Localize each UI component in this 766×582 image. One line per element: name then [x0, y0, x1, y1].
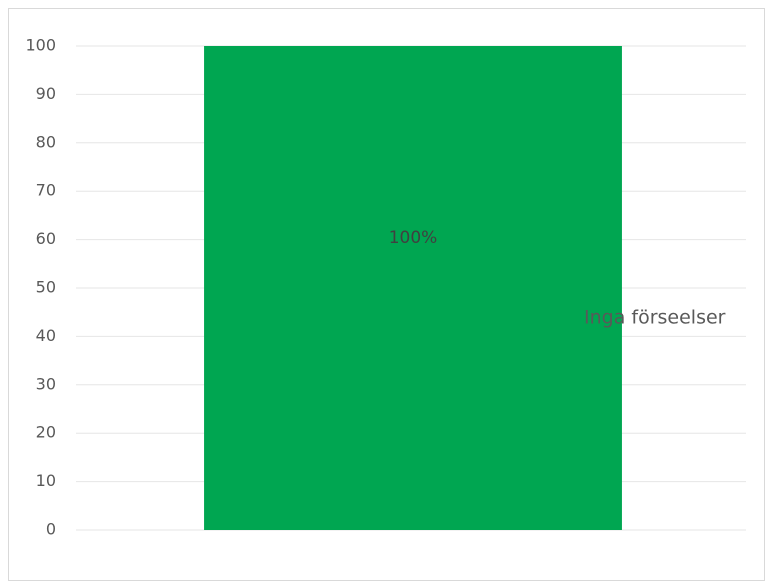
- y-tick-label: 10: [36, 471, 56, 490]
- y-tick-label: 0: [46, 520, 56, 539]
- bar: [204, 46, 622, 530]
- y-tick-label: 80: [36, 132, 56, 151]
- y-tick-label: 90: [36, 84, 56, 103]
- y-tick-label: 70: [36, 181, 56, 200]
- y-tick-label: 40: [36, 326, 56, 345]
- y-tick-label: 20: [36, 423, 56, 442]
- y-tick-label: 30: [36, 374, 56, 393]
- legend-label: Inga förseelser: [584, 307, 726, 329]
- y-tick-label: 50: [36, 278, 56, 297]
- legend-swatch: [567, 312, 579, 324]
- y-tick-label: 100: [25, 36, 56, 55]
- y-tick-label: 60: [36, 229, 56, 248]
- data-label: 100%: [389, 228, 438, 248]
